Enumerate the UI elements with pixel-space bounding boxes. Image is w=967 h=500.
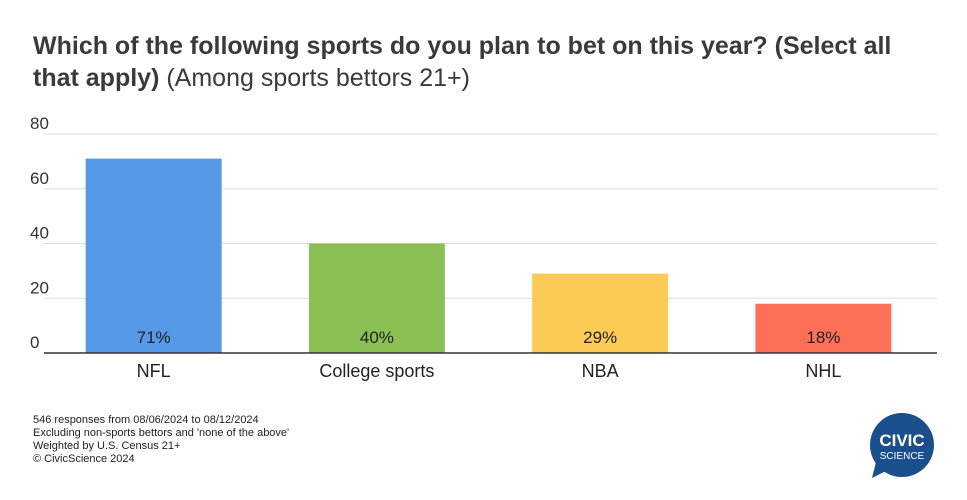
x-tick-label: NHL	[805, 361, 841, 381]
bar-value-label: 40%	[360, 328, 394, 347]
logo-speech-tail	[872, 462, 888, 478]
logo-text-science: SCIENCE	[880, 451, 925, 462]
y-tick-label: 20	[30, 278, 49, 297]
bar	[85, 158, 222, 353]
y-tick-label: 0	[30, 333, 39, 352]
x-tick-label: NFL	[137, 361, 171, 381]
y-tick-label: 40	[30, 224, 49, 243]
logo-badge	[870, 413, 934, 477]
chart-title-subtitle: (Among sports bettors 21+)	[166, 64, 470, 92]
logo-text-civic: CIVIC	[879, 431, 924, 450]
bar-value-label: 18%	[806, 328, 840, 347]
chart-title: Which of the following sports do you pla…	[33, 30, 943, 94]
bar	[532, 273, 669, 353]
y-tick-label: 60	[30, 169, 49, 188]
footnote-copyright: © CivicScience 2024	[33, 453, 135, 465]
y-tick-label: 80	[30, 114, 49, 133]
footnote-responses: 546 responses from 08/06/2024 to 08/12/2…	[33, 414, 259, 426]
x-tick-label: NBA	[582, 361, 619, 381]
footnotes: 546 responses from 08/06/2024 to 08/12/2…	[33, 414, 289, 466]
bar-value-label: 71%	[137, 328, 171, 347]
bar	[755, 303, 892, 353]
bar-chart: 0 20 40 60 80 71% NFL 40% College sports 29% NBA 18…	[30, 114, 937, 381]
footnote-weighting: Weighted by U.S. Census 21+	[33, 440, 181, 452]
footnote-exclusion: Excluding non-sports bettors and 'none o…	[33, 427, 290, 439]
civicscience-logo: CIVIC SCIENCE	[870, 413, 934, 478]
bar	[308, 243, 445, 353]
chart-title-main: Which of the following sports do you pla…	[33, 32, 892, 92]
x-tick-label: College sports	[319, 361, 434, 381]
bar-value-label: 29%	[583, 328, 617, 347]
